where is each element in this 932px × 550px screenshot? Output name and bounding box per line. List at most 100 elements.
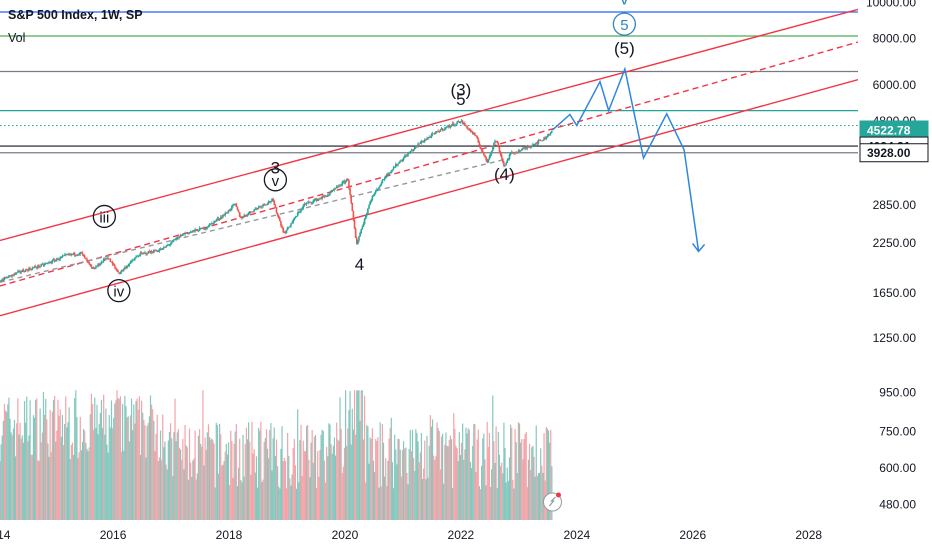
- volume-bar: [161, 460, 163, 520]
- candle-body: [485, 156, 487, 161]
- volume-bar: [445, 432, 447, 520]
- candle-body: [398, 161, 400, 164]
- volume-bar: [431, 419, 434, 520]
- candle-body: [157, 251, 160, 252]
- candle-body: [243, 215, 245, 218]
- candle-body: [449, 125, 452, 128]
- volume-bar: [323, 460, 326, 520]
- volume-bar: [309, 477, 311, 520]
- volume-bar: [447, 446, 449, 520]
- volume-bar: [113, 417, 115, 520]
- volume-bar: [47, 443, 49, 520]
- volume-bar: [396, 464, 398, 520]
- volume-legend[interactable]: Vol: [8, 31, 26, 45]
- volume-bar: [358, 390, 360, 520]
- volume-bar: [207, 424, 210, 520]
- candle-body: [127, 265, 130, 267]
- candle-body: [176, 237, 179, 239]
- candle-body: [155, 250, 157, 252]
- candle-body: [4, 277, 7, 279]
- candle-body: [281, 225, 283, 229]
- candle-body: [343, 181, 346, 183]
- wave-label: (5): [614, 39, 635, 58]
- volume-bar: [216, 424, 218, 520]
- volume-bar: [48, 456, 50, 520]
- candle-body: [156, 250, 158, 252]
- candle-body: [268, 201, 271, 203]
- candle-body: [100, 261, 103, 265]
- candle-body: [325, 196, 328, 197]
- volume-bar: [516, 473, 518, 520]
- volume-bar: [498, 454, 501, 520]
- volume-bar: [350, 444, 352, 520]
- wave-label: v: [272, 173, 280, 190]
- volume-bar: [42, 391, 45, 520]
- volume-bar: [117, 398, 119, 520]
- candle-body: [72, 252, 75, 255]
- candle-body: [90, 265, 93, 268]
- candle-body: [330, 191, 332, 193]
- wave-label: iv: [113, 284, 124, 301]
- candle-body: [303, 203, 306, 206]
- volume-bar: [208, 436, 211, 520]
- candle-body: [164, 246, 166, 248]
- candle-body: [416, 145, 418, 147]
- candle-body: [360, 229, 363, 233]
- volume-bar: [437, 428, 439, 520]
- candle-body: [447, 125, 449, 127]
- volume-bar: [303, 451, 305, 520]
- volume-bar: [271, 470, 273, 520]
- candle-body: [62, 255, 65, 257]
- volume-bar: [400, 476, 402, 520]
- volume-bar: [506, 467, 508, 520]
- volume-bar: [98, 424, 100, 520]
- volume-bar: [305, 426, 308, 520]
- candle-body: [362, 223, 365, 227]
- volume-bar: [363, 395, 366, 520]
- candle-body: [480, 148, 483, 151]
- candle-body: [413, 146, 416, 149]
- volume-bar: [332, 445, 334, 520]
- candle-body: [435, 131, 437, 134]
- volume-bar: [446, 445, 448, 520]
- candle-body: [410, 150, 413, 152]
- volume-bar: [69, 458, 71, 520]
- volume-bar: [255, 456, 258, 520]
- volume-bar: [502, 473, 504, 520]
- volume-bar: [107, 452, 109, 520]
- volume-bar: [31, 454, 33, 520]
- candle-body: [250, 211, 252, 213]
- candle-body: [347, 179, 349, 180]
- symbol-title[interactable]: S&P 500 Index, 1W, SP: [8, 8, 143, 22]
- candle-body: [229, 209, 232, 211]
- volume-bar: [240, 480, 242, 520]
- volume-bar: [496, 487, 498, 520]
- y-tick-label: 2250.00: [873, 236, 917, 250]
- volume-bar: [301, 476, 303, 520]
- candle-body: [270, 201, 272, 203]
- candle-body: [48, 262, 50, 263]
- volume-bar: [64, 423, 66, 520]
- candle-body: [39, 266, 41, 268]
- volume-bar: [118, 399, 120, 520]
- candle-body: [91, 267, 94, 269]
- volume-bar: [390, 417, 392, 520]
- volume-bar: [143, 419, 145, 520]
- candle-body: [240, 216, 242, 218]
- candle-body: [291, 222, 293, 224]
- candle-body: [323, 195, 326, 197]
- volume-bar: [459, 455, 462, 520]
- candle-body: [203, 227, 205, 230]
- volume-bar: [345, 390, 347, 520]
- volume-bar: [473, 423, 475, 520]
- volume-bar: [101, 427, 104, 520]
- candle-body: [116, 269, 118, 272]
- volume-bar: [352, 429, 355, 520]
- volume-bar: [167, 440, 169, 520]
- candle-body: [193, 230, 195, 232]
- candle-body: [244, 215, 247, 217]
- candle-body: [543, 137, 545, 141]
- candle-body: [406, 155, 408, 157]
- candle-body: [14, 273, 17, 275]
